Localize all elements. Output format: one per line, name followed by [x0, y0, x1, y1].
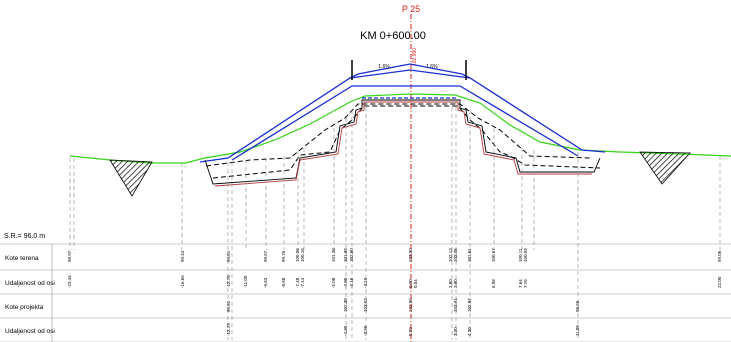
kt-value: 101.61	[467, 248, 472, 262]
excavation-line-lower	[212, 105, 601, 179]
terrain-line	[69, 93, 731, 164]
ut-value: -11.00	[243, 275, 248, 288]
up-value: 4.30	[467, 327, 472, 336]
kt-value: 99.67	[263, 250, 268, 262]
datum-label: S.R.= 96.0 m	[4, 233, 45, 240]
ut-value: -9.63	[263, 277, 268, 288]
station-verticals	[69, 100, 721, 340]
left-ditch	[109, 159, 153, 197]
excavation-line-upper	[205, 103, 591, 167]
ut-value: 6.08	[491, 279, 496, 288]
kt-value: 99.06	[717, 250, 722, 262]
kt-value: 102.13	[448, 248, 453, 262]
kt-value: 100.06	[295, 248, 300, 262]
kt-value: 101.98	[343, 248, 348, 262]
right-ditch	[639, 151, 691, 185]
ut-value: -8.68	[281, 277, 286, 288]
ut-value: 7.64	[518, 279, 523, 288]
kp-value: 102.38	[343, 298, 348, 312]
kt-value: 99.61	[226, 250, 231, 262]
kt-value: 99.44	[180, 250, 185, 262]
row-label-udaljenost-terena: Udaljenost od osi	[5, 280, 55, 287]
kt-value: 102.05	[453, 248, 458, 262]
ut-value: 2.80	[448, 279, 453, 288]
ut-value: -7.48	[295, 277, 300, 288]
stepped-subgrade	[204, 99, 601, 185]
row-kote-terena-values: 98.97 99.44 99.61 99.67 99.76 100.06 100…	[67, 248, 722, 262]
slope-right-label: -1.6%	[424, 64, 438, 70]
road-top-pavement	[349, 69, 471, 79]
ut-value: -16.65	[180, 275, 185, 288]
up-value: -3.90	[363, 325, 368, 336]
ut-value: -3.10	[363, 277, 368, 288]
row-udaljenost-terena-values: -23.44 -16.65 -12.76 -11.00 -9.63 -8.68 …	[67, 275, 722, 288]
kt-value: 101.36	[331, 248, 336, 262]
ut-value: -3.90	[343, 277, 348, 288]
slope-left-label: 1.6%	[378, 64, 390, 70]
profile-label: P 25	[402, 4, 420, 14]
row-label-kote-projekta: Kote projekta	[5, 304, 44, 311]
ut-value: 0.00	[408, 279, 413, 288]
kt-value: 100.09	[523, 248, 528, 262]
up-value: -4.30	[343, 325, 348, 336]
ut-value: -23.44	[67, 275, 72, 288]
ut-value: 7.76	[523, 279, 528, 288]
up-value: 3.30	[453, 327, 458, 336]
ut-value: 22.00	[717, 276, 722, 288]
axis-elevation-label: 102.990	[412, 48, 418, 66]
kt-value: 98.97	[67, 250, 72, 262]
ut-value: -7.14	[300, 277, 305, 288]
road-embankment-inner	[231, 85, 579, 161]
row-kote-projekta-values: 99.61 102.38 103.02 102.96 102.91 102.87…	[226, 298, 580, 312]
kt-value: 100.16	[300, 248, 305, 262]
kp-value: 99.65	[575, 300, 580, 312]
kp-value: 103.02	[363, 298, 368, 312]
kt-value: 100.67	[491, 248, 496, 262]
row-udaljenost-projekta-values: -12.73 -4.30 -3.90 0.00 3.30 4.30 11.09	[226, 323, 580, 336]
kp-value: 102.96	[408, 298, 413, 312]
station-label: KM 0+600.00	[360, 30, 426, 42]
ut-value: -3.16	[349, 277, 354, 288]
kt-value: 99.76	[281, 250, 286, 262]
kp-value: 102.87	[467, 298, 472, 312]
kp-value: 99.61	[226, 300, 231, 312]
ut-value: -12.76	[226, 275, 231, 288]
road-embankment-outer	[199, 63, 606, 163]
row-label-kote-terena: Kote terena	[5, 255, 39, 262]
ut-value: 3.90	[453, 279, 458, 288]
ut-value: 0.04	[413, 279, 418, 288]
kt-value: 102.60	[349, 248, 354, 262]
up-value: -12.73	[226, 323, 231, 336]
row-label-udaljenost-projekta: Udaljenost od osi	[5, 328, 55, 335]
data-table	[0, 243, 731, 342]
subgrade-red	[214, 101, 592, 187]
ut-value: -5.08	[331, 277, 336, 288]
up-value: 11.09	[575, 325, 580, 336]
kt-value: 103.00	[408, 248, 413, 262]
kp-value: 102.91	[453, 298, 458, 312]
kt-value: 100.11	[518, 248, 523, 262]
up-value: 0.00	[408, 327, 413, 336]
